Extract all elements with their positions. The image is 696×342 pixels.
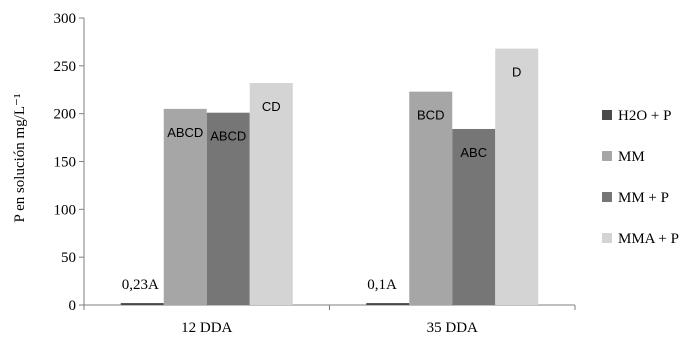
bar xyxy=(163,108,207,305)
data-label: ABCD xyxy=(167,125,203,140)
y-tick-label: 300 xyxy=(54,11,77,27)
bar xyxy=(120,303,164,305)
y-axis-title: P en solución mg/L⁻¹ xyxy=(12,94,28,223)
legend-swatch xyxy=(602,110,612,120)
data-label: CD xyxy=(262,99,281,114)
legend-label: MM xyxy=(618,149,645,165)
y-axis: 0 50 100 150 200 250 300 xyxy=(54,11,85,314)
data-label: D xyxy=(512,65,521,80)
y-tick-label: 200 xyxy=(54,107,77,123)
y-tick-label: 100 xyxy=(54,202,77,218)
bar xyxy=(495,48,539,305)
bar xyxy=(249,83,293,305)
legend: H2O + P MM MM + P MMA + P xyxy=(602,108,679,247)
bars xyxy=(120,48,539,306)
data-label: ABC xyxy=(460,145,487,160)
data-label: BCD xyxy=(417,108,444,123)
legend-swatch xyxy=(602,233,612,243)
x-axis: 12 DDA 35 DDA xyxy=(83,304,576,336)
data-label: 0,1A xyxy=(367,277,397,293)
bar xyxy=(206,112,250,306)
bar xyxy=(366,303,410,305)
y-tick-label: 50 xyxy=(61,250,76,266)
x-tick-label: 35 DDA xyxy=(427,320,478,336)
bar xyxy=(409,91,453,305)
legend-swatch xyxy=(602,192,612,202)
y-tick-label: 250 xyxy=(54,59,77,75)
legend-label: MM + P xyxy=(618,190,669,206)
y-tick-label: 0 xyxy=(69,298,77,314)
legend-label: H2O + P xyxy=(618,108,671,124)
data-label: ABCD xyxy=(210,129,246,144)
legend-label: MMA + P xyxy=(618,231,679,247)
y-tick-label: 150 xyxy=(54,155,77,171)
x-tick-label: 12 DDA xyxy=(181,320,232,336)
data-label: 0,23A xyxy=(122,277,159,293)
bar xyxy=(452,128,496,305)
legend-swatch xyxy=(602,151,612,161)
